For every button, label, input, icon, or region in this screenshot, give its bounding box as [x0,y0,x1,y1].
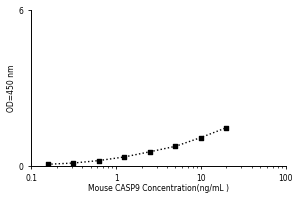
Point [45,163,50,166]
Point [96,159,101,162]
Point [71,161,76,165]
Point [224,126,229,129]
Y-axis label: OD=450 nm: OD=450 nm [7,65,16,112]
Point [199,136,203,139]
Point [173,145,178,148]
Point [122,155,127,159]
Point [148,150,152,153]
X-axis label: Mouse CASP9 Concentration(ng/mL ): Mouse CASP9 Concentration(ng/mL ) [88,184,229,193]
